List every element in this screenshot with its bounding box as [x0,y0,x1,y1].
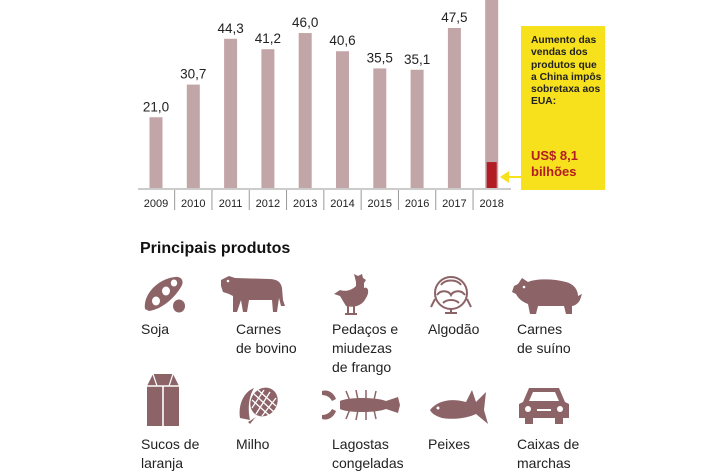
juice-carton-icon [143,372,183,428]
bar-2009 [149,117,163,188]
callout-box: Aumento das vendas dos produtos que a Ch… [521,26,605,190]
bar-2013 [298,33,312,189]
year-label-2016: 2016 [405,198,429,210]
year-label-2013: 2013 [293,198,317,210]
bar-2012 [261,49,275,188]
fish-icon [428,384,490,426]
callout-arrow-icon [500,171,509,183]
callout-text: Aumento das vendas dos produtos que a Ch… [531,35,602,108]
lobster-icon [320,387,404,423]
callout-value: US$ 8,1 bilhões [531,148,578,179]
value-label-2014: 40,6 [329,33,355,48]
value-label-2010: 30,7 [180,67,206,82]
product-label-soja: Soja [141,321,170,337]
bar-2015 [373,68,387,188]
soybean-icon [141,273,187,315]
product-label-algodao: Algodão [428,321,480,337]
bar-2010 [186,84,200,188]
value-label-2011: 44,3 [217,21,243,36]
product-label-caixas-marchas: Caixas de marchas [517,436,580,471]
callout-arrow-line [509,176,522,178]
cow-icon [219,272,289,318]
product-label-sucos-laranja: Sucos de laranja [141,436,200,471]
products-title: Principais produtos [140,240,291,257]
bar-2018 [485,0,499,188]
car-icon [517,384,571,428]
product-label-peixes: Peixes [428,436,471,452]
product-label-carnes-bovino: Carnes de bovino [236,321,297,356]
bar-2016 [410,69,424,188]
year-label-2012: 2012 [256,198,280,210]
value-label-2017: 47,5 [441,10,467,25]
bar-2011 [224,38,238,188]
value-label-2013: 46,0 [292,15,318,30]
cotton-icon [427,273,475,315]
product-label-carnes-suino: Carnes de suíno [517,321,571,356]
chicken-icon [332,272,372,316]
year-label-2018: 2018 [479,198,503,210]
year-label-2017: 2017 [442,198,466,210]
year-label-2014: 2014 [330,198,354,210]
value-label-2015: 35,5 [367,50,393,65]
product-label-frango: Pedaços e miudezas de frango [332,321,399,375]
bar-chart: 21,0 30,7 44,3 41,2 46,0 40,6 35,5 35,1 47,5 200… [138,0,511,210]
product-label-lagostas: Lagostas congeladas [332,436,404,471]
value-label-2009: 21,0 [143,99,169,114]
bar-2017 [447,28,461,188]
product-label-milho: Milho [236,436,270,452]
year-label-2010: 2010 [181,198,205,210]
bar-highlight-2018 [486,162,497,188]
year-label-2009: 2009 [144,198,168,210]
value-label-2012: 41,2 [255,31,281,46]
corn-icon [236,384,282,426]
bar-2014 [336,51,349,189]
pig-icon [512,274,584,316]
year-label-2015: 2015 [368,198,392,210]
year-label-2011: 2011 [219,198,243,210]
value-label-2016: 35,1 [404,52,430,67]
